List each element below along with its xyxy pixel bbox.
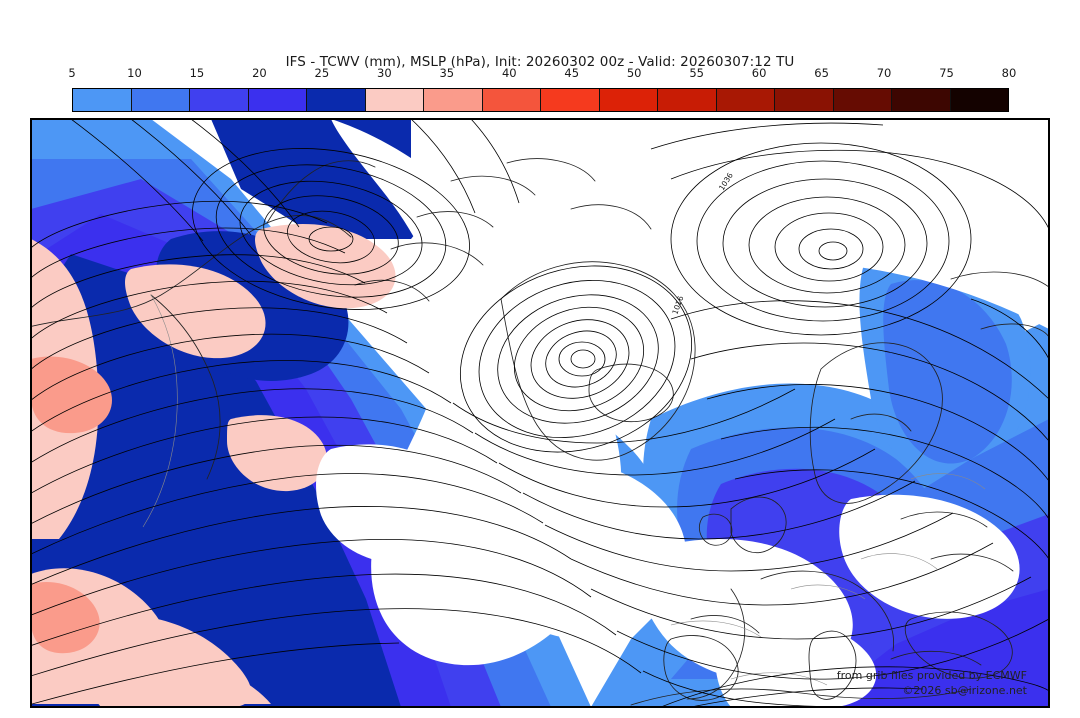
colorbar-swatch — [541, 89, 600, 111]
colorbar-swatch — [950, 89, 1008, 111]
colorbar-swatch — [599, 89, 658, 111]
map-canvas: 1036 1016 — [31, 119, 1049, 707]
colorbar-tick-label: 35 — [439, 66, 455, 80]
colorbar-swatch — [658, 89, 717, 111]
colorbar-swatch — [307, 89, 366, 111]
colorbar-tick-label: 25 — [314, 66, 330, 80]
colorbar-swatch — [833, 89, 892, 111]
colorbar-tick-label: 70 — [876, 66, 892, 80]
colorbar-tick-label: 20 — [252, 66, 267, 80]
colorbar-swatch — [131, 89, 190, 111]
colorbar-swatch — [248, 89, 307, 111]
colorbar-swatch — [424, 89, 483, 111]
colorbar-tick-label: 60 — [751, 66, 767, 80]
colorbar-tick-label: 30 — [377, 66, 392, 80]
mslp-isobars — [31, 119, 1049, 707]
colorbar — [72, 88, 1009, 112]
colorbar-swatch — [482, 89, 541, 111]
map-panel: 1036 1016 from grib files provided by EC… — [30, 118, 1050, 708]
colorbar-tick-label: 15 — [189, 66, 205, 80]
colorbar-tick-label: 80 — [1001, 66, 1017, 80]
colorbar-tick-labels: 5 10 15 20 25 30 35 40 45 50 55 60 65 70 75 80 — [0, 66, 1080, 82]
colorbar-swatch — [775, 89, 834, 111]
colorbar-swatch — [892, 89, 951, 111]
colorbar-swatch — [73, 89, 132, 111]
colorbar-swatch — [190, 89, 249, 111]
colorbar-tick-label: 10 — [127, 66, 142, 80]
map-frame-border — [31, 119, 1049, 707]
colorbar-swatch — [716, 89, 775, 111]
colorbar-tick-label: 65 — [814, 66, 829, 80]
tcwv-filled-contours — [31, 119, 1049, 707]
colorbar-tick-label: 75 — [939, 66, 954, 80]
political-borders — [142, 294, 986, 686]
colorbar-swatches — [72, 88, 1009, 112]
colorbar-tick-label: 5 — [68, 66, 76, 80]
page-title: IFS - TCWV (mm), MSLP (hPa), Init: 20260… — [285, 54, 795, 70]
colorbar-tick-label: 45 — [564, 66, 580, 80]
colorbar-tick-label: 40 — [501, 66, 517, 80]
colorbar-swatch — [365, 89, 424, 111]
colorbar-tick-label: 55 — [689, 66, 704, 80]
colorbar-tick-label: 50 — [626, 66, 642, 80]
